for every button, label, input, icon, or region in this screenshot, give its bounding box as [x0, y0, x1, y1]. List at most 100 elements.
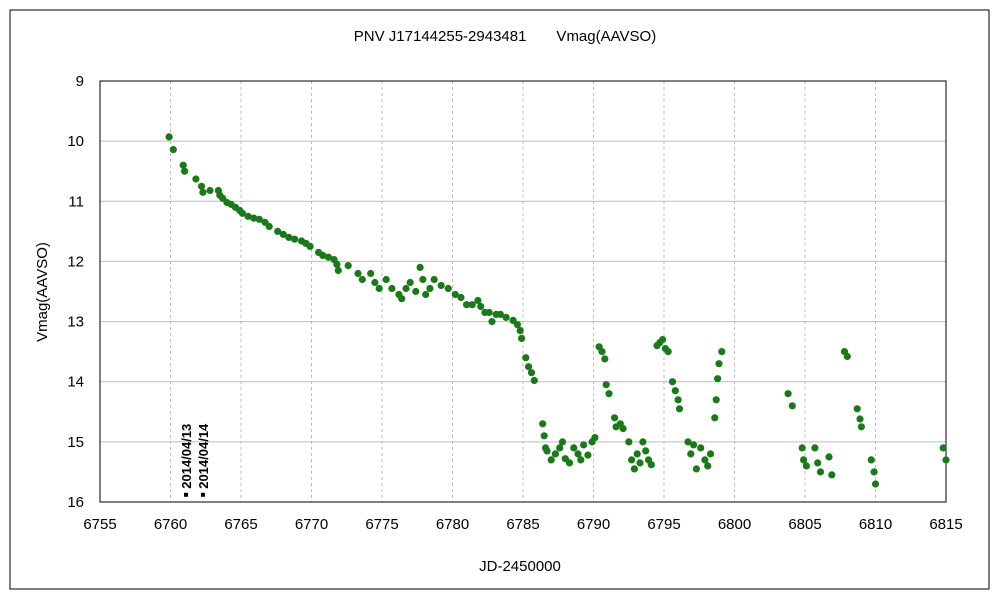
data-point — [628, 456, 636, 464]
data-point — [811, 444, 819, 452]
data-point — [577, 456, 585, 464]
data-point — [306, 242, 314, 250]
x-tick-label: 6775 — [365, 516, 398, 533]
data-point — [639, 438, 647, 446]
data-point — [333, 260, 341, 268]
data-point — [690, 441, 698, 449]
data-point — [825, 453, 833, 461]
y-axis-tick-labels: 9 10 11 12 13 14 15 16 — [67, 73, 84, 511]
data-point — [565, 459, 574, 467]
data-point — [664, 348, 672, 356]
data-point — [530, 376, 538, 385]
data-point — [558, 438, 567, 446]
data-point — [605, 390, 613, 398]
data-point — [279, 230, 287, 238]
data-point — [382, 275, 390, 284]
data-point — [814, 459, 822, 467]
data-point — [238, 209, 246, 217]
data-point — [367, 269, 375, 278]
data-point — [715, 360, 723, 368]
data-point — [402, 284, 410, 293]
data-point — [250, 214, 258, 222]
data-point — [485, 308, 493, 317]
data-point — [344, 262, 352, 270]
data-point — [684, 438, 692, 446]
data-point — [371, 278, 379, 287]
x-axis-tick-labels: 6755 6760 6765 6770 6775 6780 6785 6790 6795 6800… — [83, 516, 962, 533]
data-point — [636, 459, 644, 467]
data-point — [525, 363, 533, 371]
data-point — [942, 456, 950, 464]
data-point — [714, 375, 722, 383]
data-point — [358, 275, 366, 284]
data-point — [516, 327, 524, 335]
data-point — [540, 432, 548, 440]
data-point — [802, 462, 811, 470]
data-point — [547, 456, 555, 464]
data-point — [784, 390, 792, 398]
data-point — [556, 444, 564, 452]
data-point — [518, 334, 526, 342]
data-point — [324, 253, 332, 261]
x-tick-label: 6760 — [154, 516, 187, 533]
data-point — [570, 444, 578, 452]
data-point — [601, 355, 609, 363]
data-point — [675, 405, 684, 413]
data-point — [857, 423, 866, 431]
data-point — [244, 212, 252, 220]
data-point — [659, 336, 667, 344]
data-point — [619, 425, 627, 433]
x-axis-label: JD-2450000 — [479, 558, 561, 575]
data-point — [574, 450, 582, 458]
data-point — [291, 235, 299, 243]
data-point — [422, 290, 430, 299]
y-tick-label: 9 — [76, 73, 84, 90]
data-point — [867, 456, 875, 464]
data-point — [816, 468, 825, 476]
data-point — [856, 415, 864, 423]
data-point — [642, 447, 650, 455]
data-point — [625, 438, 633, 446]
data-point — [412, 287, 420, 296]
y-tick-label: 13 — [67, 314, 84, 331]
annotation-label: 2014/04/14 — [196, 423, 211, 489]
data-point — [496, 310, 504, 318]
data-point — [711, 414, 719, 422]
data-point — [539, 420, 547, 428]
chart-title: PNV J17144255-2943481 Vmag(AAVSO) — [354, 28, 656, 45]
data-point — [602, 381, 610, 389]
data-point — [334, 266, 342, 275]
data-point — [697, 444, 705, 452]
y-tick-label: 16 — [67, 494, 84, 511]
data-point — [939, 444, 947, 452]
data-point — [800, 456, 808, 464]
data-point — [692, 465, 701, 473]
data-point — [488, 318, 496, 326]
data-point — [406, 278, 414, 287]
x-tick-label: 6810 — [859, 516, 892, 533]
data-point — [165, 133, 173, 141]
data-point — [502, 313, 510, 321]
plot-frame — [99, 80, 947, 503]
data-point — [611, 414, 619, 422]
data-point — [871, 480, 880, 488]
data-point — [718, 348, 726, 356]
data-point — [591, 434, 599, 442]
annotation-marker — [200, 492, 205, 497]
data-point — [671, 387, 679, 395]
data-point — [419, 275, 427, 284]
x-tick-label: 6785 — [506, 516, 539, 533]
data-point — [543, 447, 551, 455]
data-point — [706, 450, 715, 458]
data-point — [712, 396, 720, 404]
y-axis-label: Vmag(AAVSO) — [34, 242, 51, 342]
data-point — [463, 301, 471, 309]
data-point — [255, 215, 263, 223]
data-point — [192, 175, 200, 183]
y-tick-label: 15 — [67, 434, 84, 451]
data-point — [181, 167, 189, 175]
data-point — [477, 302, 485, 311]
data-point — [674, 396, 682, 404]
data-point — [319, 251, 327, 259]
